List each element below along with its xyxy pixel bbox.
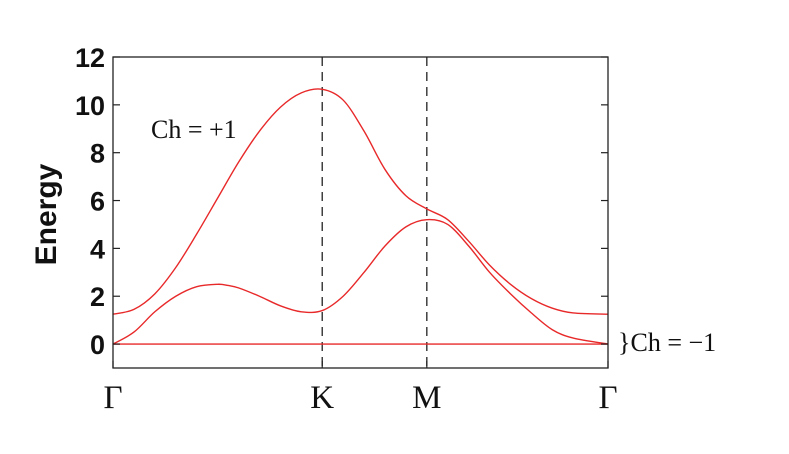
chern-number-annotation-lower: }Ch = −1 [618, 328, 716, 357]
x-tick-label-3: Γ [598, 380, 617, 416]
y-tick-label-8: 8 [90, 139, 105, 169]
chern-number-annotation-upper: Ch = +1 [151, 115, 237, 144]
y-axis-label: Energy [30, 163, 63, 265]
y-tick-label-0: 0 [90, 330, 105, 360]
y-tick-label-4: 4 [90, 234, 105, 264]
x-tick-label-0: Γ [103, 380, 122, 416]
y-tick-label-6: 6 [90, 187, 105, 217]
plot-frame [112, 56, 609, 369]
band-line-2 [112, 218, 609, 345]
y-tick-label-12: 12 [75, 43, 105, 73]
x-tick-label-1: K [310, 380, 334, 416]
band-line-1 [112, 88, 609, 315]
vertical-dashed-lines [321, 57, 428, 368]
y-tick-label-10: 10 [75, 91, 105, 121]
y-axis-ticks: 0 2 4 6 8 10 12 [75, 43, 608, 360]
y-tick-label-2: 2 [90, 282, 105, 312]
series-layer [112, 88, 609, 345]
x-tick-label-2: M [412, 380, 441, 416]
